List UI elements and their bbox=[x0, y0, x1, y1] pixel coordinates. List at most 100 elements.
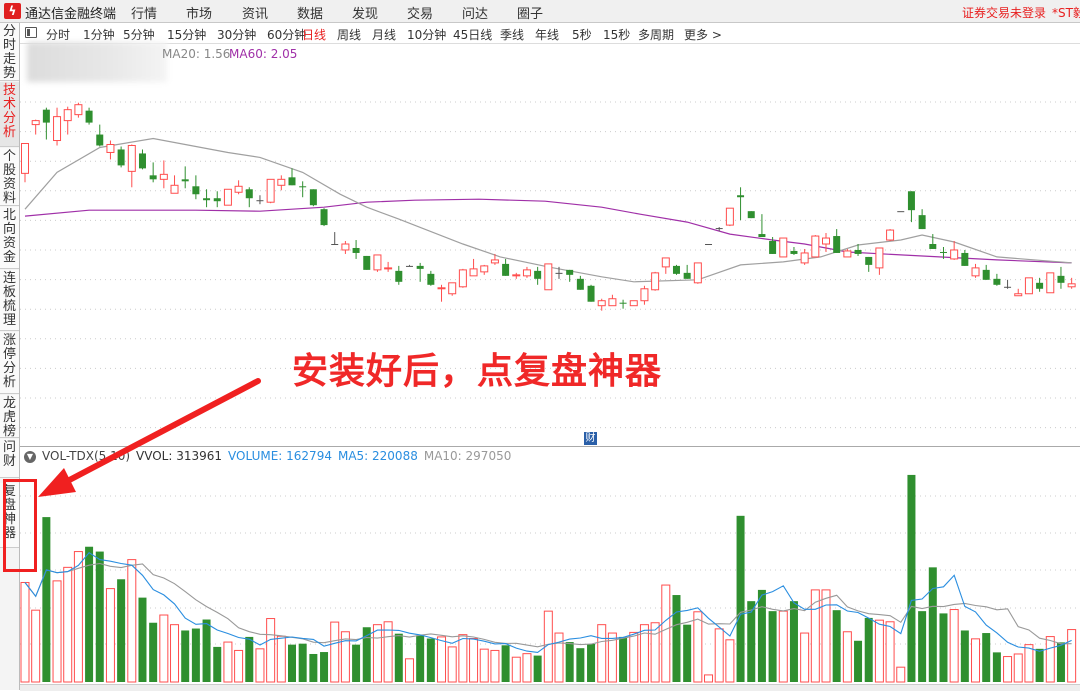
volume-bar-up bbox=[52, 580, 62, 683]
period-2[interactable]: 5分钟 bbox=[123, 28, 155, 42]
vvol-value: VVOL: 313961 bbox=[136, 449, 223, 463]
vol-indicator-name[interactable]: VOL-TDX(5,10) bbox=[42, 449, 131, 463]
sidebar-tab-7[interactable]: 问财 bbox=[0, 439, 19, 478]
period-16[interactable]: 更多 > bbox=[684, 28, 722, 42]
volume-bar-down bbox=[149, 622, 158, 682]
candle-body-down bbox=[299, 186, 307, 188]
candle-body-up bbox=[437, 287, 446, 290]
sidebar-tab-2[interactable]: 个股资料 bbox=[0, 148, 19, 206]
candle-body-down bbox=[929, 244, 937, 249]
volume-bar-up bbox=[1013, 653, 1023, 683]
volume-bar-up bbox=[266, 618, 276, 683]
panel-toggle-icon[interactable] bbox=[25, 27, 37, 38]
period-13[interactable]: 5秒 bbox=[572, 28, 592, 42]
volume-bar-up bbox=[170, 624, 180, 683]
candle-body-down bbox=[192, 186, 200, 195]
kline-chart[interactable] bbox=[20, 43, 1080, 684]
candle-body-up bbox=[448, 282, 457, 295]
candle-body-down bbox=[939, 251, 947, 253]
period-15[interactable]: 多周期 bbox=[638, 28, 675, 42]
sidebar-tab-5[interactable]: 涨停分析 bbox=[0, 332, 19, 394]
volume-bar-up bbox=[778, 610, 788, 683]
volume-bar-up bbox=[223, 641, 233, 683]
tdx-logo-icon: ϟ bbox=[4, 3, 21, 19]
volume-bar-up bbox=[404, 658, 414, 683]
volume-bar-down bbox=[117, 579, 126, 682]
period-4[interactable]: 30分钟 bbox=[217, 28, 257, 42]
volume-bar-down bbox=[789, 601, 798, 682]
period-1[interactable]: 1分钟 bbox=[83, 28, 115, 42]
candle-body-up bbox=[1024, 277, 1033, 295]
candle-body-flat bbox=[256, 200, 264, 202]
volume-bar-up bbox=[607, 632, 617, 683]
period-9[interactable]: 10分钟 bbox=[407, 28, 447, 42]
finance-icon[interactable]: 财 bbox=[584, 432, 597, 445]
panel-divider[interactable] bbox=[20, 446, 1080, 447]
ma20-line bbox=[24, 137, 1072, 283]
period-3[interactable]: 15分钟 bbox=[167, 28, 207, 42]
period-14[interactable]: 15秒 bbox=[603, 28, 631, 42]
candle-body-up bbox=[693, 262, 702, 284]
sidebar-tab-3[interactable]: 北向资金 bbox=[0, 207, 19, 269]
volume-bar-up bbox=[479, 648, 489, 683]
chevron-down-icon[interactable]: ▼ bbox=[24, 450, 36, 463]
candle-body-up bbox=[886, 229, 895, 241]
candle-body-down bbox=[352, 247, 360, 253]
volume-bar-up bbox=[522, 653, 532, 683]
ma20-label: MA20: 1.56 bbox=[162, 47, 231, 61]
menu-quotes[interactable]: 行情 bbox=[131, 7, 158, 22]
trade-login-status[interactable]: 证券交易未登录 bbox=[962, 6, 1047, 20]
menu-news[interactable]: 资讯 bbox=[242, 7, 269, 22]
candle-body-down bbox=[1036, 282, 1044, 289]
menu-wenda[interactable]: 问达 bbox=[462, 7, 489, 22]
candle-body-up bbox=[223, 188, 232, 206]
menu-circle[interactable]: 圈子 bbox=[517, 7, 544, 22]
candle-body-down bbox=[737, 195, 745, 198]
candle-body-up bbox=[597, 300, 606, 307]
period-10[interactable]: 45日线 bbox=[453, 28, 493, 42]
volume-bar-up bbox=[971, 638, 981, 683]
menu-bar: ϟ 通达信金融终端 行情 市场 资讯 数据 发现 交易 问达 圈子 证券交易未登… bbox=[0, 0, 1080, 23]
volume-bar-down bbox=[320, 652, 329, 682]
volume-bar-down bbox=[565, 642, 574, 682]
period-0[interactable]: 分时 bbox=[46, 28, 71, 42]
volume-bar-up bbox=[469, 638, 479, 683]
volume-bar-down bbox=[619, 636, 628, 682]
period-12[interactable]: 年线 bbox=[535, 28, 560, 42]
volume-bar-up bbox=[693, 611, 703, 683]
sidebar-tab-4[interactable]: 连板梳理 bbox=[0, 270, 19, 331]
sidebar-tab-0[interactable]: 分时走势 bbox=[0, 23, 19, 81]
volume-bar-down bbox=[181, 630, 190, 682]
sidebar: 分时走势 技术分析 个股资料 北向资金 连板梳理 涨停分析 龙虎榜 问财 复盘神器 bbox=[0, 23, 20, 690]
period-7[interactable]: 周线 bbox=[337, 28, 362, 42]
blurred-region bbox=[27, 42, 167, 82]
volume-bar-down bbox=[352, 644, 361, 682]
volume-bar-up bbox=[383, 621, 393, 683]
candle-body-up bbox=[651, 272, 660, 291]
volume-bar-up bbox=[437, 636, 447, 683]
volume-bar-down bbox=[213, 646, 222, 682]
candle-body-up bbox=[21, 143, 29, 174]
candle-body-down bbox=[427, 273, 435, 285]
candle-body-up bbox=[373, 254, 382, 271]
candle-body-down bbox=[566, 269, 574, 275]
sidebar-tab-1[interactable]: 技术分析 bbox=[0, 82, 19, 147]
sidebar-tab-6[interactable]: 龙虎榜 bbox=[0, 395, 19, 439]
candle-body-down bbox=[982, 269, 990, 280]
candle-body-down bbox=[683, 272, 691, 279]
menu-discover[interactable]: 发现 bbox=[352, 7, 379, 22]
volume-bar-up bbox=[276, 635, 286, 683]
period-8[interactable]: 月线 bbox=[372, 28, 397, 42]
volume-bar-down bbox=[95, 551, 104, 682]
menu-trade[interactable]: 交易 bbox=[407, 7, 434, 22]
candle-body-up bbox=[458, 269, 467, 288]
period-6[interactable]: 日线 bbox=[302, 28, 327, 42]
volume-bar-down bbox=[960, 630, 969, 682]
volume-bar-down bbox=[747, 601, 756, 682]
menu-data[interactable]: 数据 bbox=[297, 7, 324, 22]
menu-market[interactable]: 市场 bbox=[186, 7, 213, 22]
period-11[interactable]: 季线 bbox=[500, 28, 525, 42]
volume-bar-up bbox=[554, 632, 564, 683]
period-5[interactable]: 60分钟 bbox=[267, 28, 307, 42]
volume-bar-down bbox=[768, 611, 777, 682]
